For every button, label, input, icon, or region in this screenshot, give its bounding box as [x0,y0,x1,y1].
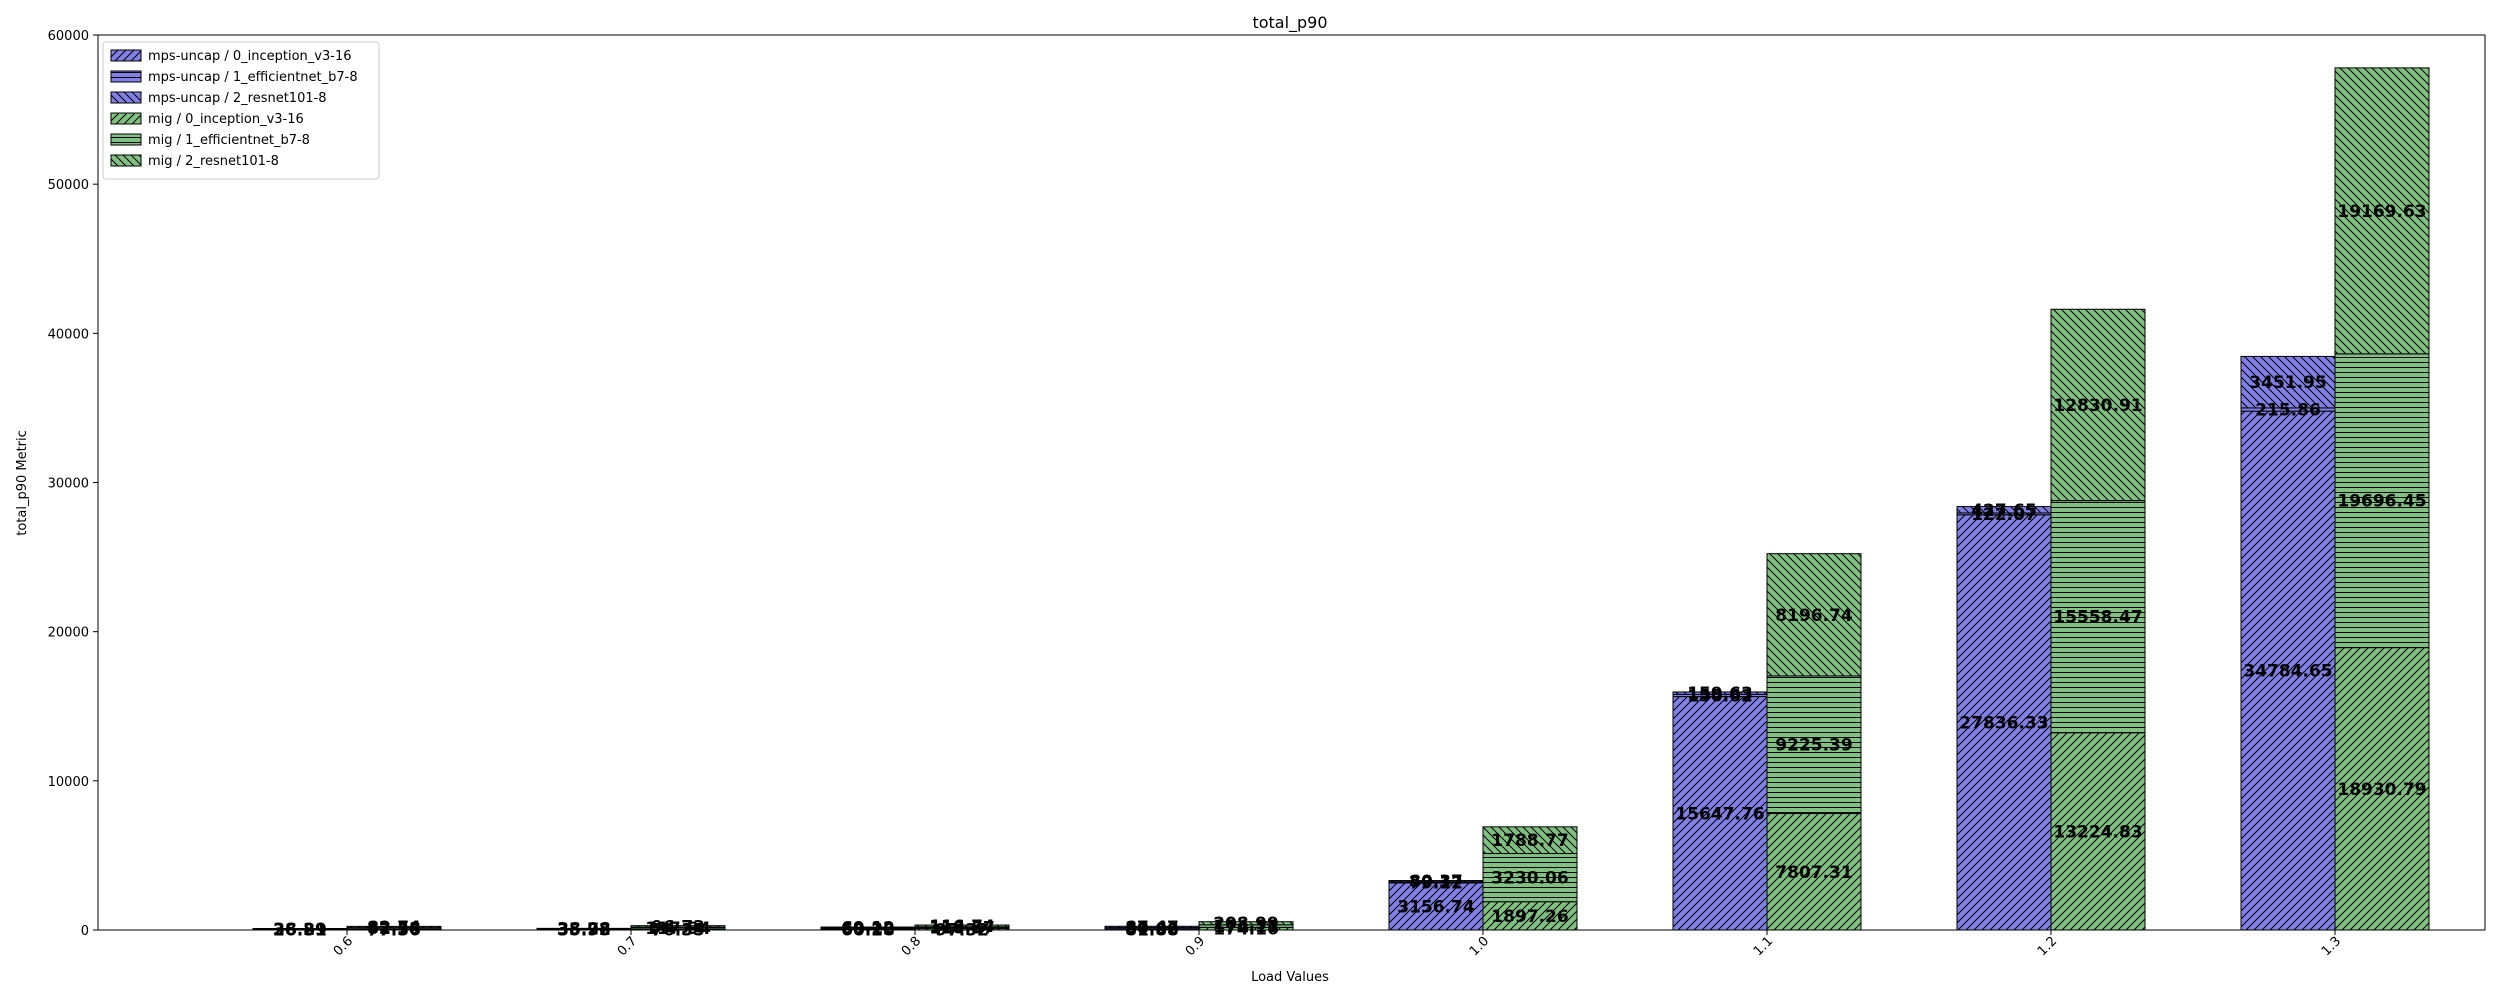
legend-swatch-hatch [111,113,141,124]
bar-value-label: 9225.39 [1775,736,1852,756]
bar-value-label: 116.74 [929,917,995,937]
bar-value-label: 19696.45 [2337,492,2426,512]
x-tick-label: 0.9 [1183,934,1208,959]
x-tick-label: 1.2 [2035,934,2060,959]
bar-value-label: 8196.74 [1775,606,1853,626]
bar-value-label: 18930.79 [2337,780,2426,800]
bar-value-label: 12830.91 [2053,396,2142,416]
bar-value-label: 69.12 [841,919,895,939]
bar-value-label: 38.28 [557,920,611,940]
x-tick-label: 0.6 [331,934,356,959]
legend-label: mig / 1_efficientnet_b7-8 [148,133,310,148]
x-tick-label: 0.8 [899,934,924,959]
bar-value-label: 208.99 [1213,914,1279,934]
legend-swatch-hatch [111,71,141,82]
legend-swatch-hatch [111,134,141,145]
bar-value-label: 80.37 [1409,872,1463,892]
y-tick-label: 0 [81,924,89,939]
y-tick-label: 60000 [48,29,89,44]
x-axis-label: Load Values [1251,970,1329,985]
legend-swatch-hatch [111,155,141,166]
bar-value-label: 3156.74 [1397,897,1475,917]
legend-swatch-hatch [111,50,141,61]
bar-value-label: 96.73 [651,917,705,937]
bar-value-label: 15647.76 [1675,804,1764,824]
x-tick-label: 1.1 [1751,934,1776,959]
bar-value-label: 13224.83 [2053,822,2142,842]
bar-value-label: 215.86 [2255,401,2321,421]
legend-label: mps-uncap / 2_resnet101-8 [148,91,327,106]
bar-value-label: 15558.47 [2053,608,2142,628]
x-tick-label: 1.3 [2319,934,2344,959]
x-tick-label: 0.7 [615,934,640,959]
bar-value-label: 3230.06 [1491,869,1568,889]
x-tick-label: 1.0 [1467,934,1492,959]
y-tick-label: 10000 [48,775,89,790]
bar-value-label: 1897.26 [1491,907,1568,927]
y-tick-label: 50000 [48,178,89,193]
bar-value-label: 3451.95 [2249,373,2326,393]
bar-value-label: 159.63 [1687,684,1753,704]
bar-value-label: 34784.65 [2243,662,2332,682]
bar-value-label: 7807.31 [1775,863,1852,883]
bar-value-label: 82.74 [367,918,421,938]
y-tick-label: 20000 [48,626,89,641]
bar-value-label: 427.65 [1971,501,2037,521]
chart-title: total_p90 [1252,13,1327,33]
y-tick-label: 30000 [48,477,89,492]
bar-value-label: 87.47 [1125,918,1179,938]
bar-value-label: 1788.77 [1491,831,1568,851]
legend-label: mps-uncap / 1_efficientnet_b7-8 [148,70,358,85]
legend-swatch-hatch [111,92,141,103]
y-axis-label: total_p90 Metric [15,430,30,536]
bar-value-label: 19169.63 [2337,202,2426,222]
bar-value-label: 38.29 [273,920,327,940]
legend-label: mig / 2_resnet101-8 [148,154,279,169]
bar-value-label: 27836.33 [1959,713,2048,733]
legend-label: mps-uncap / 0_inception_v3-16 [148,49,352,64]
legend-label: mig / 0_inception_v3-16 [148,112,304,127]
y-tick-label: 40000 [48,327,89,342]
